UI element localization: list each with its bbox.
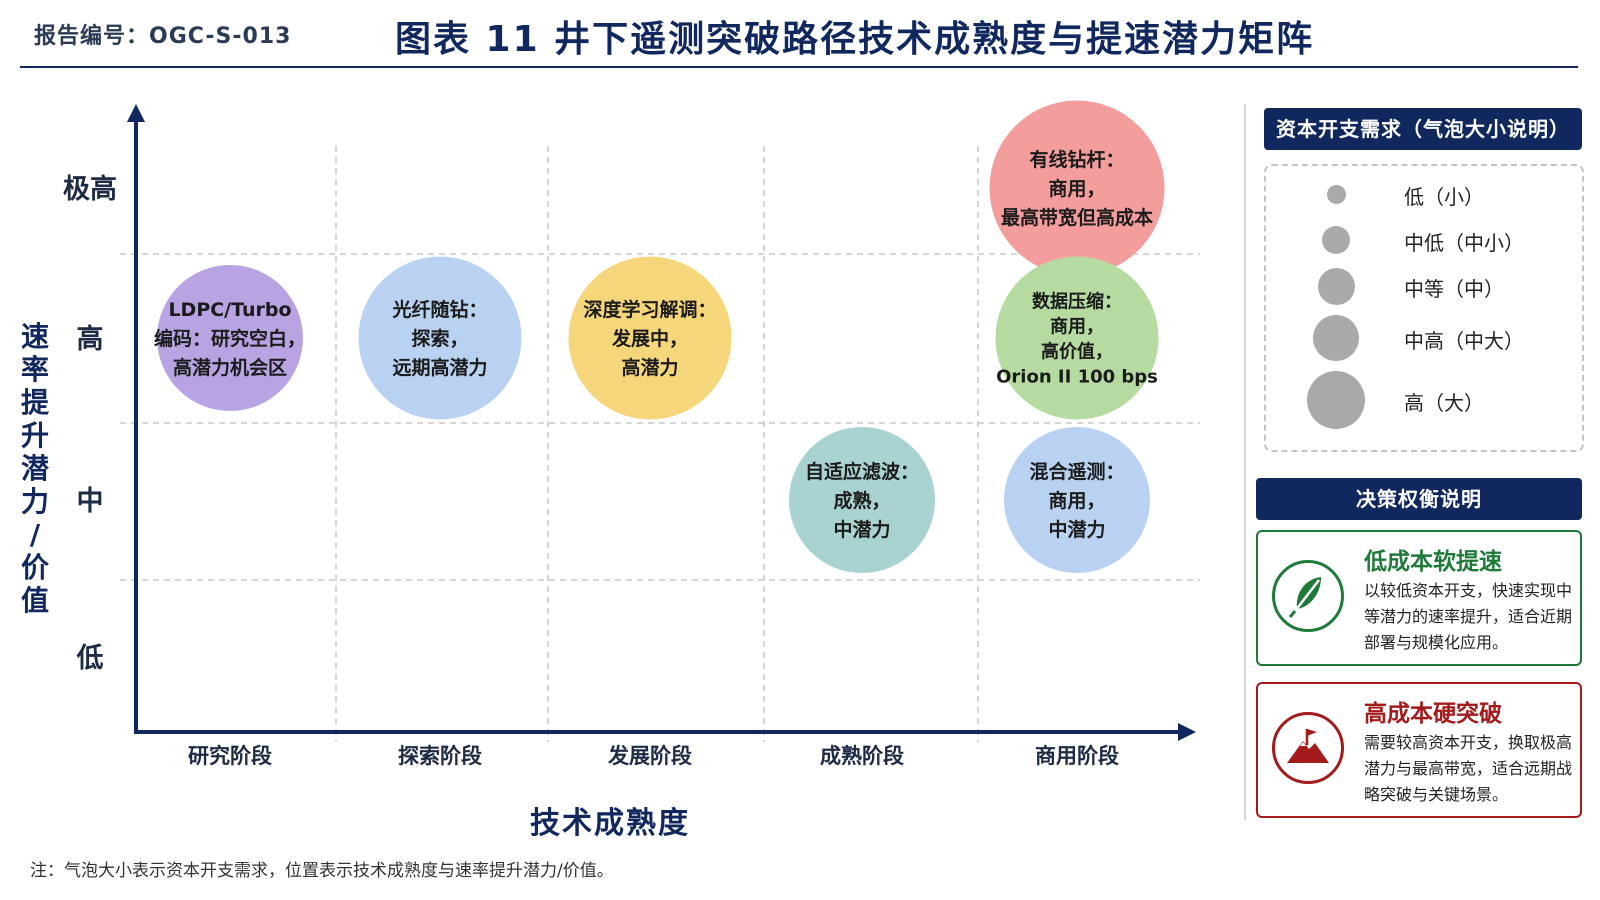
bubble-label: 探索， — [411, 327, 468, 350]
y-axis-title-char: / — [29, 518, 41, 551]
footnote: 注：气泡大小表示资本开支需求，位置表示技术成熟度与速率提升潜力/价值。 — [30, 861, 614, 881]
bubble-size-legend: 低（小） 中低（中小） 中等（中） 中高（中大） 高（大） — [1264, 164, 1584, 452]
mountain-flag-icon — [1272, 712, 1344, 784]
bubble-label: 深度学习解调： — [583, 298, 716, 321]
bubble — [995, 256, 1159, 420]
report-number: 报告编号：OGC-S-013 — [34, 24, 292, 49]
legend-item: 中高（中大） — [1266, 308, 1582, 368]
decision-title: 决策权衡说明 — [1256, 478, 1582, 520]
feather-icon — [1272, 560, 1344, 632]
card-title: 高成本硬突破 — [1364, 701, 1502, 727]
x-tick-label: 探索阶段 — [398, 744, 482, 768]
bubble-label: 光纤随钻： — [391, 298, 487, 321]
y-tick-label: 极高 — [63, 173, 117, 205]
bubble-label: 高潜力机会区 — [173, 356, 287, 379]
bubble-label: 商用， — [1050, 316, 1104, 338]
x-tick-label: 研究阶段 — [188, 744, 272, 768]
legend-bubble — [1313, 315, 1359, 361]
side-panel-divider — [1244, 104, 1246, 820]
legend-item: 中等（中） — [1266, 256, 1582, 316]
card-title: 低成本软提速 — [1364, 549, 1502, 575]
legend-bubble — [1317, 267, 1355, 305]
bubble-label: 自适应滤波： — [805, 460, 919, 483]
y-axis-title-char: 价 — [20, 551, 49, 584]
decision-card-high-cost: 高成本硬突破 需要较高资本开支，换取极高潜力与最高带宽，适合远期战略突破与关键场… — [1256, 682, 1582, 818]
y-axis-title-char: 升 — [20, 419, 49, 452]
bubble-label: 发展中， — [611, 327, 688, 350]
page-title: 图表 11 井下遥测突破路径技术成熟度与提速潜力矩阵 — [395, 19, 1315, 60]
bubble-label: 高潜力 — [621, 356, 678, 379]
legend-label: 中高（中大） — [1404, 329, 1524, 353]
y-axis-title-char: 力 — [20, 485, 49, 518]
bubble-label: 编码：研究空白， — [154, 327, 306, 350]
legend-title: 资本开支需求（气泡大小说明） — [1264, 108, 1582, 150]
bubble-label: 商用， — [1048, 489, 1105, 512]
bubble-label: LDPC/Turbo — [168, 299, 291, 321]
y-tick-label: 低 — [76, 643, 104, 674]
legend-label: 中等（中） — [1404, 277, 1504, 301]
legend-label: 低（小） — [1404, 185, 1484, 209]
card-description: 以较低资本开支，快速实现中等潜力的速率提升，适合近期部署与规模化应用。 — [1364, 581, 1573, 652]
legend-bubble — [1307, 371, 1365, 429]
bubble-label: 商用， — [1048, 177, 1105, 200]
legend-item: 高（大） — [1266, 370, 1582, 430]
decision-card-low-cost: 低成本软提速 以较低资本开支，快速实现中等潜力的速率提升，适合近期部署与规模化应… — [1256, 530, 1582, 666]
y-tick-label: 中 — [77, 486, 104, 517]
bubble-label: 远期高潜力 — [392, 356, 487, 379]
header: 报告编号：OGC-S-013 图表 11 井下遥测突破路径技术成熟度与提速潜力矩… — [0, 0, 1600, 70]
y-axis-title-char: 提 — [20, 386, 49, 419]
x-axis-title: 技术成熟度 — [530, 806, 690, 841]
bubble-label: 中潜力 — [833, 518, 890, 541]
y-axis-title-char: 值 — [20, 584, 49, 617]
legend-bubble — [1326, 184, 1346, 204]
bubble — [157, 265, 303, 411]
y-axis-title-char: 率 — [20, 353, 49, 386]
bubble-label: 成熟， — [833, 489, 890, 512]
y-tick-label: 高 — [77, 323, 104, 355]
x-tick-label: 成熟阶段 — [820, 744, 904, 768]
y-axis-title-char: 潜 — [20, 452, 49, 485]
bubble-label: 高价值， — [1041, 341, 1113, 363]
bubble-label: 中潜力 — [1048, 518, 1105, 541]
bubble — [789, 427, 935, 573]
bubble — [568, 256, 732, 420]
x-tick-label: 发展阶段 — [607, 744, 692, 768]
x-axis-arrow — [1178, 723, 1196, 741]
legend-bubble — [1322, 226, 1350, 254]
bubble-label: Orion II 100 bps — [996, 367, 1158, 388]
legend-item: 中低（中小） — [1266, 210, 1582, 270]
bubble — [989, 100, 1165, 276]
bubble-label: 最高带宽但高成本 — [1001, 206, 1153, 229]
header-divider — [20, 66, 1578, 68]
bubble — [1004, 427, 1150, 573]
y-axis-title-char: 速 — [20, 320, 49, 353]
legend-label: 中低（中小） — [1404, 231, 1524, 255]
y-axis-arrow — [127, 104, 145, 122]
bubble-label: 有线钻杆： — [1029, 148, 1124, 171]
bubble-label: 混合遥测： — [1029, 460, 1124, 483]
bubble-matrix-chart: 研究阶段 探索阶段 发展阶段 成熟阶段 商用阶段 低 中 高 极高 LDPC/Turbo 编码：研究… — [63, 100, 1200, 768]
legend-label: 高（大） — [1404, 391, 1484, 415]
y-axis-title: 速率提升潜力 / 价值 — [18, 320, 52, 617]
x-tick-label: 商用阶段 — [1035, 744, 1119, 768]
bubble-label: 数据压缩： — [1032, 291, 1122, 313]
card-description: 需要较高资本开支，换取极高潜力与最高带宽，适合远期战略突破与关键场景。 — [1364, 733, 1573, 804]
bubble — [358, 256, 522, 420]
legend-item: 低（小） — [1266, 164, 1582, 224]
